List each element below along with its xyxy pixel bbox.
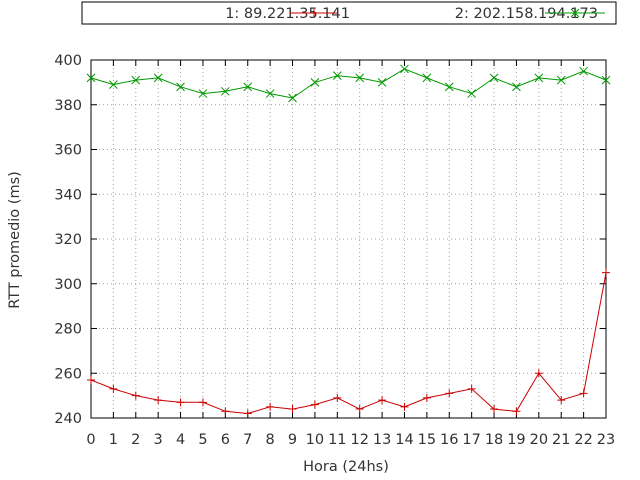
data-point bbox=[579, 66, 588, 76]
data-point bbox=[243, 409, 252, 418]
data-point bbox=[467, 89, 477, 98]
x-tick-label: 19 bbox=[507, 432, 525, 448]
x-tick-label: 0 bbox=[86, 432, 95, 448]
x-tick-label: 4 bbox=[176, 432, 185, 448]
data-point bbox=[310, 78, 320, 87]
x-tick-label: 2 bbox=[131, 432, 140, 448]
data-point bbox=[557, 396, 566, 405]
data-point bbox=[512, 82, 521, 92]
x-axis-label: Hora (24hs) bbox=[303, 459, 389, 475]
x-tick-label: 13 bbox=[373, 432, 391, 448]
data-point bbox=[310, 400, 319, 409]
data-point bbox=[176, 398, 185, 407]
series-line bbox=[90, 68, 607, 99]
data-point bbox=[602, 268, 610, 277]
data-point bbox=[422, 73, 432, 83]
x-tick-label: 5 bbox=[198, 432, 207, 448]
x-tick-label: 12 bbox=[350, 432, 368, 448]
data-point bbox=[176, 82, 185, 92]
data-point bbox=[87, 375, 95, 384]
legend-entry-label: 2: 202.158.194.173 bbox=[455, 6, 598, 22]
data-point bbox=[243, 82, 253, 92]
data-point bbox=[109, 384, 118, 393]
x-tick-label: 14 bbox=[395, 432, 413, 448]
data-point bbox=[355, 405, 364, 414]
series-1 bbox=[87, 268, 610, 418]
legend-entry-label: 1: 89.221.35.141 bbox=[225, 6, 350, 22]
x-tick-label: 18 bbox=[485, 432, 503, 448]
x-tick-label: 1 bbox=[109, 432, 118, 448]
data-point bbox=[445, 389, 454, 398]
data-point bbox=[220, 86, 230, 96]
x-tick-label: 8 bbox=[266, 432, 275, 448]
legend: 1: 89.221.35.141 2: 202.158.194.173 bbox=[81, 1, 617, 25]
x-tick-label: 3 bbox=[154, 432, 163, 448]
x-tick-label: 17 bbox=[462, 432, 480, 448]
data-point bbox=[490, 405, 499, 414]
data-point bbox=[288, 405, 297, 414]
data-point bbox=[333, 393, 342, 402]
x-tick-label: 7 bbox=[243, 432, 252, 448]
data-point bbox=[198, 398, 207, 407]
data-point bbox=[131, 391, 140, 400]
data-point bbox=[579, 389, 588, 398]
legend-box bbox=[81, 1, 617, 25]
data-point bbox=[198, 89, 208, 98]
data-point bbox=[86, 73, 96, 83]
data-point bbox=[377, 78, 387, 87]
data-point bbox=[534, 369, 543, 378]
y-tick-label: 280 bbox=[54, 322, 82, 338]
legend-entry-marker bbox=[570, 8, 580, 18]
y-tick-label: 300 bbox=[54, 277, 82, 293]
data-point bbox=[489, 73, 499, 83]
data-point bbox=[288, 93, 297, 103]
y-axis-label: RTT promedio (ms) bbox=[7, 171, 23, 309]
data-point bbox=[422, 393, 431, 402]
series-line bbox=[90, 272, 607, 415]
x-tick-label: 23 bbox=[597, 432, 615, 448]
x-tick-label: 11 bbox=[328, 432, 346, 448]
x-tick-label: 16 bbox=[440, 432, 458, 448]
x-tick-label: 15 bbox=[418, 432, 436, 448]
data-point bbox=[400, 64, 409, 74]
x-tick-label: 9 bbox=[288, 432, 297, 448]
data-point bbox=[556, 75, 566, 85]
x-tick-label: 6 bbox=[221, 432, 230, 448]
grid bbox=[91, 60, 606, 418]
data-point bbox=[221, 407, 230, 416]
data-point bbox=[109, 80, 118, 89]
y-tick-label: 340 bbox=[54, 187, 82, 203]
x-tick-label: 21 bbox=[552, 432, 570, 448]
data-point bbox=[444, 82, 454, 92]
y-tick-label: 240 bbox=[54, 411, 82, 427]
legend-entry-marker bbox=[310, 9, 318, 17]
data-point bbox=[332, 71, 342, 81]
y-tick-label: 260 bbox=[54, 366, 82, 382]
series-2 bbox=[86, 64, 611, 103]
x-tick-label: 22 bbox=[574, 432, 592, 448]
data-point bbox=[467, 384, 476, 393]
data-point bbox=[601, 75, 611, 85]
x-tick-label: 20 bbox=[530, 432, 548, 448]
data-point bbox=[400, 402, 409, 411]
y-tick-label: 400 bbox=[54, 53, 82, 69]
data-point bbox=[378, 396, 387, 405]
data-point bbox=[266, 402, 275, 411]
x-tick-label: 10 bbox=[306, 432, 324, 448]
y-tick-label: 320 bbox=[54, 232, 82, 248]
y-tick-label: 380 bbox=[54, 98, 82, 114]
data-point bbox=[512, 407, 521, 416]
data-point bbox=[153, 73, 163, 83]
data-point bbox=[534, 73, 544, 83]
data-point bbox=[355, 73, 365, 83]
plot-frame bbox=[90, 59, 607, 419]
series bbox=[86, 64, 611, 418]
data-point bbox=[154, 396, 163, 405]
data-point bbox=[265, 89, 275, 98]
data-point bbox=[131, 75, 141, 85]
y-tick-label: 360 bbox=[54, 143, 82, 159]
